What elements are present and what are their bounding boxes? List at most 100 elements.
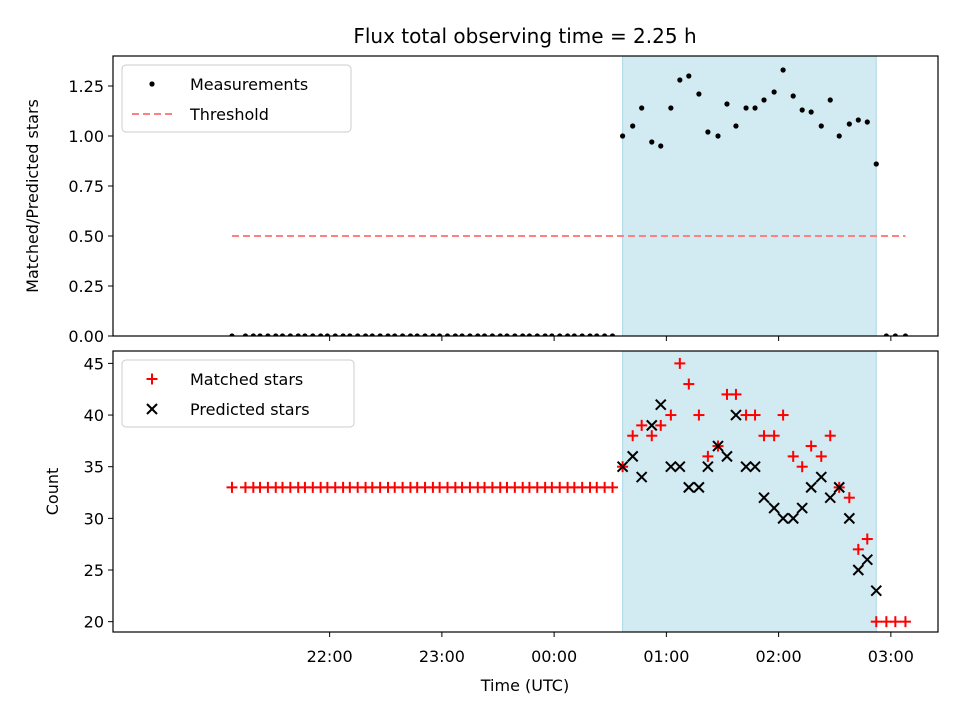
measurement-point [571, 333, 577, 336]
marker-stroke [833, 481, 845, 494]
predicted-star-point [693, 481, 705, 494]
predicted-star-point [777, 512, 789, 525]
predicted-star-point [702, 460, 714, 473]
legend-entry: Matched stars [146, 370, 303, 389]
measurement-point [242, 333, 249, 336]
measurement-point [715, 133, 721, 139]
measurement-point [481, 333, 488, 336]
predicted-star-point [674, 460, 686, 473]
measurement-point [459, 333, 465, 336]
marker-stroke [702, 460, 714, 473]
measurement-point [733, 123, 739, 129]
measurement-point [355, 333, 361, 336]
y-tick-label: 30 [84, 509, 104, 528]
matched-star-point [226, 481, 238, 493]
matched-star-point [627, 430, 639, 442]
predicted-star-point [730, 409, 742, 421]
predicted-star-point [861, 553, 873, 566]
measurement-point [452, 333, 458, 336]
predicted-star-point [635, 471, 648, 483]
measurement-point [808, 109, 814, 115]
measurement-point [467, 333, 473, 336]
measurement-point [864, 119, 870, 125]
predicted-star-point [852, 564, 865, 576]
measurement-point [609, 333, 616, 336]
measurement-point [318, 333, 324, 336]
predicted-star-point [683, 481, 695, 494]
predicted-star-point [787, 512, 799, 525]
measurement-point [587, 333, 593, 336]
matched-star-point [683, 378, 695, 390]
predicted-star-point [740, 460, 752, 473]
measurement-point [534, 333, 540, 336]
measurement-point [594, 333, 600, 336]
predicted-star-point [796, 502, 808, 514]
measurement-point [705, 129, 711, 135]
predicted-star-point [833, 481, 845, 494]
measurement-point [369, 333, 375, 336]
matched-star-point [606, 481, 618, 493]
predicted-star-point [721, 450, 733, 463]
marker-stroke [777, 512, 789, 525]
marker-stroke [796, 502, 808, 514]
measurement-point [310, 333, 316, 336]
predicted-star-point [824, 491, 836, 504]
matched-star-point [889, 616, 901, 628]
marker-stroke [805, 481, 817, 494]
measurement-point [407, 333, 414, 336]
marker-stroke [665, 460, 677, 473]
matched-star-point [852, 543, 864, 555]
marker-stroke [626, 450, 639, 463]
measurement-point [399, 333, 406, 336]
measurement-point [377, 333, 383, 336]
legend: Measurements Threshold [121, 64, 352, 133]
marker-stroke [852, 564, 865, 576]
observing-window-shade [622, 55, 877, 337]
measurement-point [818, 123, 824, 129]
measurement-point [743, 105, 749, 111]
marker-stroke [674, 460, 686, 473]
y-axis-label: Count [43, 468, 62, 516]
y-tick-label: 40 [84, 406, 104, 425]
y-tick-label: 0.25 [68, 277, 104, 296]
x-tick-label: 01:00 [643, 647, 689, 666]
observing-window-shade [622, 350, 877, 633]
measurement-point [761, 97, 767, 103]
chart-title: Flux total observing time = 2.25 h [353, 24, 696, 48]
data-layer [226, 357, 911, 628]
measurement-point [542, 333, 548, 336]
legend-swatch-matched [146, 373, 158, 385]
marker-stroke [655, 399, 667, 411]
predicted-star-point [843, 512, 856, 525]
legend-label: Threshold [189, 105, 269, 124]
measurement-point [302, 333, 308, 336]
measurement-point [602, 333, 608, 336]
marker-stroke [712, 440, 724, 452]
predicted-star-point [805, 481, 817, 494]
marker-stroke [824, 491, 836, 504]
matched-star-point [805, 440, 817, 452]
matched-star-point [749, 409, 761, 421]
marker-stroke [749, 460, 761, 473]
measurement-point [724, 101, 730, 107]
y-tick-label: 1.00 [68, 127, 104, 146]
matched-star-point [843, 492, 855, 504]
measurement-point [332, 333, 338, 336]
marker-stroke [740, 460, 752, 473]
legend-label: Measurements [190, 75, 308, 94]
measurement-point [340, 333, 346, 336]
measurement-point [512, 333, 518, 336]
marker-stroke [646, 419, 658, 432]
matched-star-point [693, 409, 705, 421]
measurement-point [649, 139, 655, 145]
marker-stroke [730, 409, 742, 421]
marker-stroke [861, 553, 873, 566]
measurement-point [846, 121, 852, 127]
matched-star-point [665, 409, 677, 421]
measurement-point [564, 333, 571, 336]
matched-star-point [777, 409, 789, 421]
legend-entry: Threshold [132, 105, 269, 124]
matched-star-point [730, 388, 742, 400]
y-tick-label: 1.25 [68, 77, 104, 96]
